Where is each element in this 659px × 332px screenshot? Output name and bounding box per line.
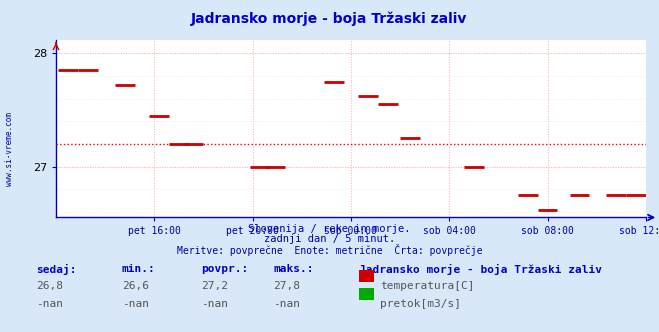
Text: sedaj:: sedaj: — [36, 264, 76, 275]
Text: povpr.:: povpr.: — [201, 264, 248, 274]
Text: pretok[m3/s]: pretok[m3/s] — [380, 299, 461, 309]
Text: 26,6: 26,6 — [122, 281, 149, 290]
Text: -nan: -nan — [273, 299, 301, 309]
Text: 27,8: 27,8 — [273, 281, 301, 290]
Text: 26,8: 26,8 — [36, 281, 63, 290]
Text: Jadransko morje - boja Tržaski zaliv: Jadransko morje - boja Tržaski zaliv — [191, 12, 468, 26]
Text: min.:: min.: — [122, 264, 156, 274]
Text: Meritve: povprečne  Enote: metrične  Črta: povprečje: Meritve: povprečne Enote: metrične Črta:… — [177, 244, 482, 256]
Text: www.si-vreme.com: www.si-vreme.com — [5, 113, 14, 186]
Text: 27,2: 27,2 — [201, 281, 228, 290]
Text: zadnji dan / 5 minut.: zadnji dan / 5 minut. — [264, 234, 395, 244]
Text: -nan: -nan — [201, 299, 228, 309]
Text: -nan: -nan — [36, 299, 63, 309]
Text: maks.:: maks.: — [273, 264, 314, 274]
Text: Slovenija / reke in morje.: Slovenija / reke in morje. — [248, 224, 411, 234]
Text: temperatura[C]: temperatura[C] — [380, 281, 474, 290]
Text: Jadransko morje - boja Tržaski zaliv: Jadransko morje - boja Tržaski zaliv — [359, 264, 602, 275]
Text: -nan: -nan — [122, 299, 149, 309]
